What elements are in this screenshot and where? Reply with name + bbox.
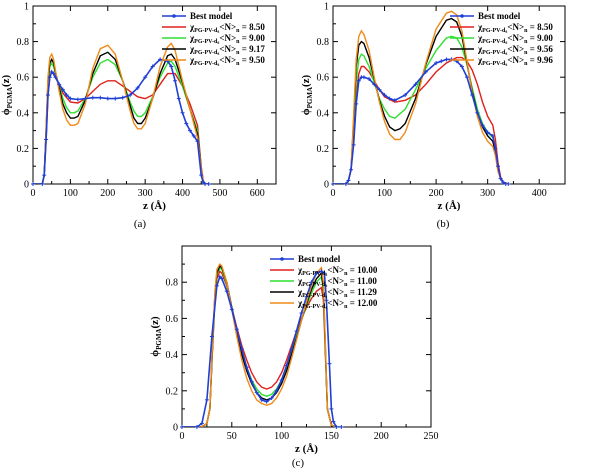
x-tick-label: 0 xyxy=(180,431,185,442)
chart-panel-b: 0 100 200 300 400 0 0.2 0.4 0.6 0.8 1 z (Å) ϕPGMA(z)… xyxy=(300,2,566,230)
y-tick-label: 0.4 xyxy=(166,350,179,361)
x-tick-label: 400 xyxy=(532,188,547,199)
y-tick-label: 0.4 xyxy=(17,108,30,119)
y-tick-label: 1 xyxy=(324,2,329,13)
series-9-00-line xyxy=(33,58,209,184)
series-9-50-line xyxy=(33,42,209,184)
series-best-model-line xyxy=(333,58,509,184)
legend-entry: χPG-PV-ds<N>n = 10.00 xyxy=(297,265,378,278)
legend-entry: χPG-PV-ds<N>n = 9.00 xyxy=(477,33,553,46)
x-tick-label: 100 xyxy=(63,188,78,199)
y-tick-label: 1 xyxy=(24,2,29,13)
y-tick-label: 0 xyxy=(24,180,29,191)
y-axis-label: ϕPGMA(z) xyxy=(300,74,314,115)
series-9-56-line xyxy=(333,17,509,184)
panel-caption: (a) xyxy=(134,218,147,230)
y-tick-label: 0.2 xyxy=(166,386,179,397)
series-9-96-line xyxy=(333,10,509,184)
y-tick-label: 0 xyxy=(173,423,178,434)
legend-entry: χPG-PV-ds<N>n = 9.00 xyxy=(189,33,265,46)
x-tick-label: 0 xyxy=(31,188,36,199)
legend-entry: Best model xyxy=(190,11,233,21)
x-tick-label: 200 xyxy=(100,188,115,199)
legend-entry: Best model xyxy=(298,254,341,264)
x-tick-label: 400 xyxy=(175,188,190,199)
y-tick-label: 0.8 xyxy=(166,278,179,289)
x-tick-label: 100 xyxy=(274,431,289,442)
legend-marker xyxy=(460,14,464,18)
legend-entry: Best model xyxy=(478,11,521,21)
x-axis-label: z (Å) xyxy=(143,200,166,212)
x-tick-label: 200 xyxy=(374,431,389,442)
legend-marker xyxy=(280,257,284,261)
y-tick-label: 0.2 xyxy=(17,144,30,155)
legend-entry: χPG-PV-ds<N>n = 8.50 xyxy=(477,22,553,35)
chart-panel-a: 0 100 200 300 400 500 600 0 0.2 0.4 0.6 0.8 1 z (Å) ϕP… xyxy=(0,2,277,230)
series-11-00-line xyxy=(182,266,337,427)
y-tick-label: 0 xyxy=(324,180,329,191)
y-axis-label: ϕPGMA(z) xyxy=(149,316,163,357)
legend-marker xyxy=(172,14,176,18)
legend-entry: χPG-PV-ds<N>n = 12.00 xyxy=(297,298,378,311)
y-tick-label: 0.6 xyxy=(17,73,30,84)
x-tick-label: 250 xyxy=(424,431,439,442)
x-tick-label: 0 xyxy=(331,188,336,199)
y-tick-label: 0.6 xyxy=(317,73,330,84)
x-tick-label: 300 xyxy=(480,188,495,199)
series-12-00-line xyxy=(182,262,337,427)
x-tick-label: 200 xyxy=(429,188,444,199)
legend-entry: χPG-PV-ds<N>n = 8.50 xyxy=(189,22,265,35)
legend-entry: χPG-PV-ds<N>n = 9.56 xyxy=(477,44,553,57)
y-tick-label: 0.4 xyxy=(317,108,330,119)
chart-panel-c: 0 50 100 150 200 250 0 0.2 0.4 0.6 0.8 z (Å) ϕPGMA(z… xyxy=(149,245,439,469)
panel-caption: (b) xyxy=(437,218,450,230)
legend-entry: χPG-PV-ds<N>n = 9.17 xyxy=(189,44,265,57)
y-axis-label: ϕPGMA(z) xyxy=(0,74,14,115)
x-tick-label: 100 xyxy=(377,188,392,199)
legend-entry: χPG-PV-ds<N>n = 11.00 xyxy=(297,276,377,289)
y-tick-label: 0.2 xyxy=(317,144,330,155)
x-tick-label: 500 xyxy=(212,188,227,199)
series-8-50-line xyxy=(333,56,509,184)
legend-entry: χPG-PV-ds<N>n = 11.29 xyxy=(297,287,377,300)
y-tick-label: 0.8 xyxy=(317,37,330,48)
legend-entry: χPG-PV-ds<N>n = 9.50 xyxy=(189,55,265,68)
panel-caption: (c) xyxy=(292,457,305,469)
legend-entry: χPG-PV-ds<N>n = 9.96 xyxy=(477,55,553,68)
x-tick-label: 600 xyxy=(250,188,265,199)
x-axis-label: z (Å) xyxy=(295,443,318,455)
x-tick-label: 300 xyxy=(138,188,153,199)
x-tick-label: 50 xyxy=(227,431,237,442)
y-tick-label: 0.6 xyxy=(166,314,179,325)
y-tick-label: 0.8 xyxy=(17,37,30,48)
x-tick-label: 150 xyxy=(324,431,339,442)
x-axis-label: z (Å) xyxy=(438,200,461,212)
